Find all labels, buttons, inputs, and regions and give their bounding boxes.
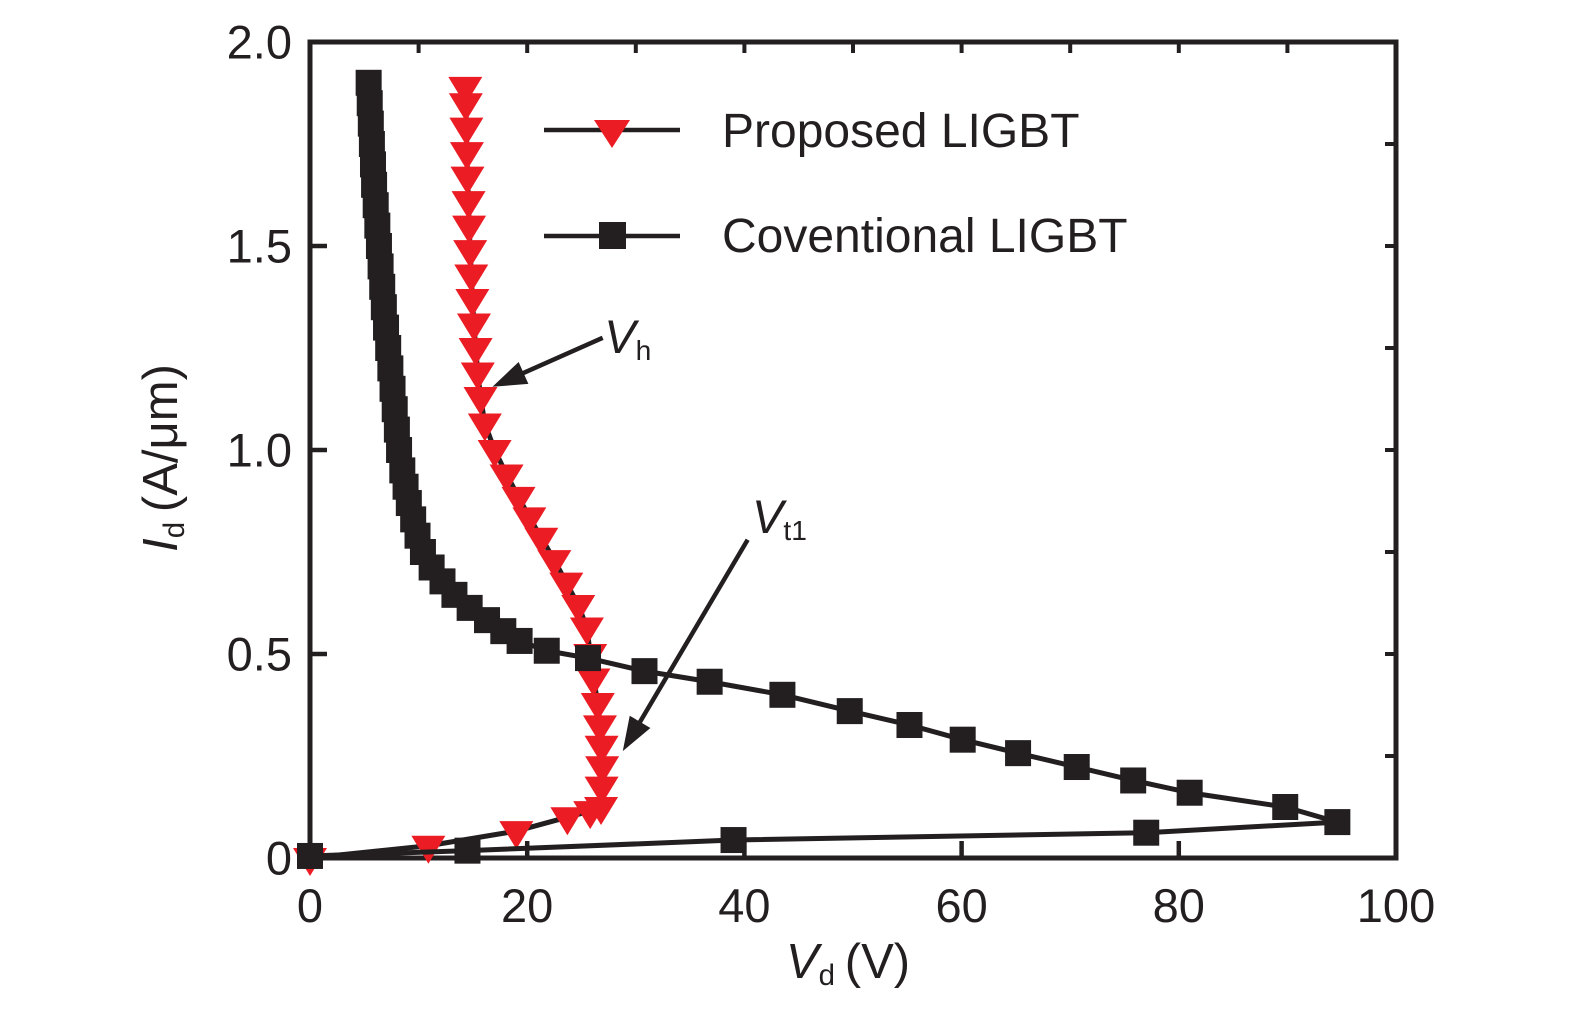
x-tick-label-40: 40 [718, 879, 771, 932]
conventional-marker-square [1120, 767, 1147, 794]
proposed-marker-triangle [460, 362, 495, 391]
conventional-marker-square [1176, 779, 1203, 806]
annotation-arrow-line-vt1 [636, 538, 750, 727]
legend-item-proposed: Proposed LIGBT [542, 96, 1128, 166]
proposed-marker-triangle [489, 464, 524, 493]
conventional-marker-square [696, 668, 723, 695]
legend-item-conventional: Coventional LIGBT [542, 201, 1128, 271]
legend: Proposed LIGBT Coventional LIGBT [542, 96, 1128, 271]
proposed-marker-triangle [452, 215, 487, 244]
conventional-marker-square [720, 827, 747, 854]
conventional-marker-square [1133, 819, 1160, 846]
y-tick-label-2.0: 2.0 [226, 15, 292, 69]
conventional-marker-square [1005, 740, 1032, 767]
proposed-marker-triangle [576, 668, 611, 697]
annotation-vh-subscript: h [635, 334, 652, 366]
x-tick-label-80: 80 [1152, 879, 1205, 932]
proposed-marker-triangle [458, 338, 493, 366]
proposed-marker-triangle [584, 776, 619, 805]
annotation-arrowhead-vt1 [622, 715, 651, 752]
annotation-vt1-subscript: t1 [783, 513, 807, 546]
proposed-marker-triangle [449, 117, 484, 146]
proposed-marker-triangle [499, 821, 534, 850]
conventional-marker-square [769, 681, 796, 708]
conventional-marker-square [896, 711, 923, 738]
x-axis-subscript: d [818, 959, 835, 993]
conventional-marker-square [1272, 794, 1299, 820]
x-tick-label-60: 60 [935, 879, 988, 932]
conventional-marker-square [949, 726, 976, 753]
annotation-arrowhead-vh [492, 361, 529, 387]
y-axis-subscript: d [158, 521, 192, 539]
triangle-down-icon [594, 120, 630, 148]
proposed-marker-triangle [569, 617, 604, 646]
square-icon [599, 222, 626, 249]
x-tick-label-100: 100 [1356, 879, 1436, 932]
proposed-marker-triangle [561, 595, 596, 624]
x-tick-label-20: 20 [501, 879, 554, 932]
proposed-marker-triangle [477, 440, 512, 468]
annotation-vh-symbol: V [604, 310, 636, 364]
proposed-marker-triangle [456, 313, 491, 342]
annotation-arrow-line-vh [518, 335, 604, 377]
x-axis-label: Vd (V) [698, 934, 998, 993]
conventional-marker-square [575, 645, 602, 672]
conventional-marker-square [297, 842, 323, 869]
x-axis-symbol: V [785, 935, 819, 989]
proposed-marker-triangle [584, 797, 619, 825]
y-tick-label-0: 0 [265, 831, 292, 885]
proposed-marker-triangle [501, 486, 536, 515]
y-axis-unit: (A/μm) [134, 364, 188, 513]
proposed-marker-triangle [550, 807, 585, 836]
conventional-marker-square [1324, 809, 1351, 836]
legend-swatch-conventional [544, 222, 680, 249]
proposed-marker-triangle [448, 76, 483, 105]
y-tick-label-1.5: 1.5 [226, 219, 292, 273]
proposed-marker-triangle [549, 572, 584, 601]
proposed-marker-triangle [453, 240, 488, 269]
conventional-marker-square [836, 698, 863, 725]
conventional-marker-square [533, 637, 560, 664]
conventional-marker-square [454, 837, 481, 864]
legend-swatch-proposed [544, 120, 680, 148]
proposed-marker-triangle [537, 550, 572, 579]
proposed-marker-triangle [448, 93, 483, 122]
proposed-marker-triangle [451, 191, 486, 220]
proposed-marker-triangle [449, 142, 484, 171]
proposed-marker-triangle [454, 264, 489, 293]
proposed-marker-triangle [455, 289, 490, 318]
conventional-marker-square [1063, 754, 1090, 781]
proposed-marker-triangle [467, 413, 502, 442]
proposed-marker-triangle [524, 527, 559, 556]
plot-box [307, 39, 1399, 861]
y-axis-symbol: I [134, 538, 188, 552]
proposed-marker-triangle [580, 692, 615, 721]
proposed-marker-triangle [512, 507, 547, 536]
legend-label-proposed: Proposed LIGBT [722, 104, 1080, 158]
proposed-marker-triangle [450, 166, 485, 195]
y-tick-label-0.5: 0.5 [226, 627, 292, 681]
y-axis-label: Id (A/μm) [133, 258, 193, 658]
proposed-marker-triangle [582, 715, 617, 744]
annotation-vt1: Vt1 [752, 489, 807, 547]
x-axis-unit: (V) [844, 935, 911, 989]
proposed-marker-triangle [584, 735, 619, 764]
conventional-marker-square [631, 658, 658, 685]
y-tick-label-1.0: 1.0 [226, 423, 292, 477]
conventional-marker-square [355, 69, 382, 96]
x-tick-label-0: 0 [296, 879, 324, 932]
legend-label-conventional: Coventional LIGBT [722, 209, 1128, 263]
annotation-vt1-symbol: V [752, 489, 784, 543]
annotation-vh: Vh [604, 309, 651, 367]
proposed-marker-triangle [463, 386, 498, 415]
proposed-marker-triangle [585, 756, 620, 785]
